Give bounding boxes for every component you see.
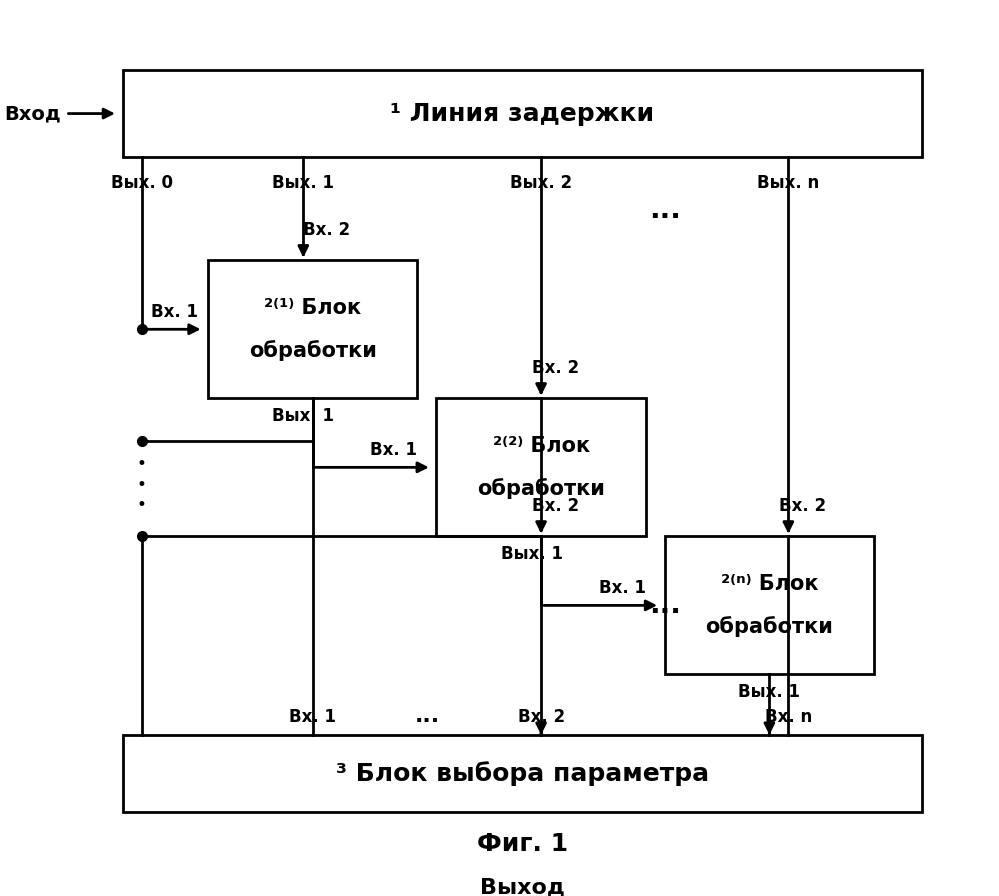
Text: Вых. 1: Вых. 1: [273, 407, 335, 425]
FancyBboxPatch shape: [664, 537, 874, 675]
Text: Вх. 1: Вх. 1: [598, 579, 645, 597]
Text: Вх. 2: Вх. 2: [304, 220, 351, 238]
FancyBboxPatch shape: [123, 735, 921, 813]
Text: Вх. 1: Вх. 1: [151, 303, 198, 321]
Text: ¹ Линия задержки: ¹ Линия задержки: [390, 101, 654, 125]
Text: ³ Блок выбора параметра: ³ Блок выбора параметра: [336, 762, 708, 786]
Text: Вых. n: Вых. n: [757, 174, 819, 192]
Text: ²⁽¹⁾ Блок: ²⁽¹⁾ Блок: [265, 297, 362, 318]
Text: Вх. 1: Вх. 1: [371, 441, 418, 459]
Text: Вых. 1: Вых. 1: [273, 174, 335, 192]
FancyBboxPatch shape: [123, 71, 921, 157]
Text: Фиг. 1: Фиг. 1: [477, 831, 567, 856]
Text: Вых. 0: Вых. 0: [111, 174, 173, 192]
Text: ²⁽ⁿ⁾ Блок: ²⁽ⁿ⁾ Блок: [720, 573, 818, 594]
Text: •
•
•: • • •: [137, 455, 147, 514]
Text: Выход: Выход: [480, 877, 564, 896]
FancyBboxPatch shape: [437, 399, 645, 537]
Text: Вых. 1: Вых. 1: [738, 683, 800, 701]
Text: обработки: обработки: [478, 478, 605, 499]
FancyBboxPatch shape: [208, 260, 418, 399]
Text: Вых. 1: Вых. 1: [500, 545, 562, 563]
Text: Вых. 2: Вых. 2: [510, 174, 572, 192]
Text: ²⁽²⁾ Блок: ²⁽²⁾ Блок: [493, 435, 589, 456]
Text: обработки: обработки: [705, 616, 833, 637]
Text: Вх. 2: Вх. 2: [779, 496, 826, 515]
Text: Вх. 2: Вх. 2: [531, 496, 578, 515]
Text: Вх. 2: Вх. 2: [531, 358, 578, 376]
Text: ...: ...: [648, 195, 680, 223]
Text: обработки: обработки: [249, 340, 377, 361]
Text: Вход: Вход: [4, 104, 61, 123]
Text: Вх. 2: Вх. 2: [517, 708, 564, 726]
Text: ...: ...: [415, 706, 440, 726]
Text: Вх. 1: Вх. 1: [290, 708, 337, 726]
Text: Вх. n: Вх. n: [765, 708, 812, 726]
Text: ...: ...: [648, 591, 680, 619]
